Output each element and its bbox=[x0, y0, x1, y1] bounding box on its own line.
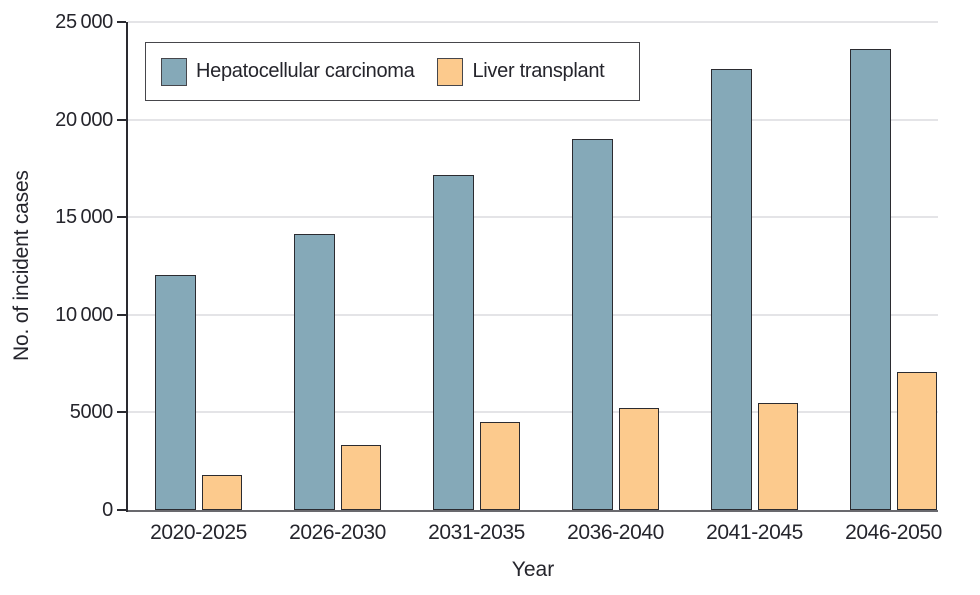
legend-label-hcc: Hepatocellular carcinoma bbox=[196, 60, 415, 82]
bar-group bbox=[850, 49, 937, 510]
bar-group bbox=[155, 274, 242, 510]
bar-liver-transplant bbox=[202, 474, 242, 510]
bar-liver-transplant bbox=[758, 402, 798, 510]
y-tick-label: 5000 bbox=[69, 401, 114, 424]
x-category-label: 2046-2050 bbox=[845, 521, 942, 544]
bar-liver-transplant bbox=[341, 444, 381, 510]
x-axis-title: Year bbox=[511, 558, 555, 581]
legend-label-transplant: Liver transplant bbox=[472, 60, 605, 82]
gridline bbox=[128, 21, 938, 23]
bar-hepatocellular-carcinoma bbox=[572, 139, 613, 510]
legend-entry-transplant: Liver transplant bbox=[437, 57, 605, 86]
y-tick-label: 20 000 bbox=[55, 108, 113, 131]
x-category-label: 2020-2025 bbox=[150, 521, 247, 544]
gridline bbox=[128, 216, 938, 219]
bar-hepatocellular-carcinoma bbox=[850, 49, 891, 510]
y-axis-tick bbox=[117, 509, 126, 511]
gridline bbox=[128, 313, 938, 316]
x-category-label: 2036-2040 bbox=[567, 521, 664, 544]
x-category-label: 2041-2045 bbox=[706, 521, 803, 544]
y-axis-line bbox=[126, 22, 128, 512]
bar-group bbox=[572, 139, 659, 510]
y-axis-tick bbox=[117, 313, 126, 316]
y-axis-tick bbox=[117, 216, 126, 219]
y-tick-label: 0 bbox=[102, 499, 113, 521]
bar-hepatocellular-carcinoma bbox=[294, 233, 335, 510]
bar-hepatocellular-carcinoma bbox=[155, 274, 196, 510]
gridline bbox=[128, 118, 938, 121]
y-axis-title: No. of incident cases bbox=[10, 170, 33, 362]
y-axis-tick bbox=[117, 411, 126, 414]
y-axis-tick bbox=[117, 21, 126, 23]
y-tick-label: 10 000 bbox=[55, 303, 113, 326]
y-tick-label: 25 000 bbox=[55, 11, 113, 33]
bar-group bbox=[433, 175, 520, 510]
bar-group bbox=[294, 233, 381, 510]
x-axis-line bbox=[126, 510, 938, 512]
x-category-label: 2031-2035 bbox=[428, 521, 525, 544]
legend-entry-hcc: Hepatocellular carcinoma bbox=[161, 57, 415, 86]
bar-group bbox=[711, 68, 798, 510]
legend-swatch-transplant bbox=[437, 57, 464, 86]
bar-liver-transplant bbox=[897, 372, 937, 510]
legend-swatch-hcc bbox=[161, 57, 187, 86]
y-tick-label: 15 000 bbox=[55, 206, 113, 229]
bar-hepatocellular-carcinoma bbox=[711, 68, 752, 510]
y-axis-tick bbox=[117, 118, 126, 121]
bar-hepatocellular-carcinoma bbox=[433, 175, 474, 510]
gridline bbox=[128, 411, 938, 414]
plot-area: No. of incident cases Year Hepatocellula… bbox=[10, 11, 942, 581]
bar-liver-transplant bbox=[480, 422, 520, 510]
x-category-label: 2026-2030 bbox=[289, 521, 386, 544]
bar-liver-transplant bbox=[619, 407, 659, 510]
legend: Hepatocellular carcinoma Liver transplan… bbox=[145, 42, 640, 101]
